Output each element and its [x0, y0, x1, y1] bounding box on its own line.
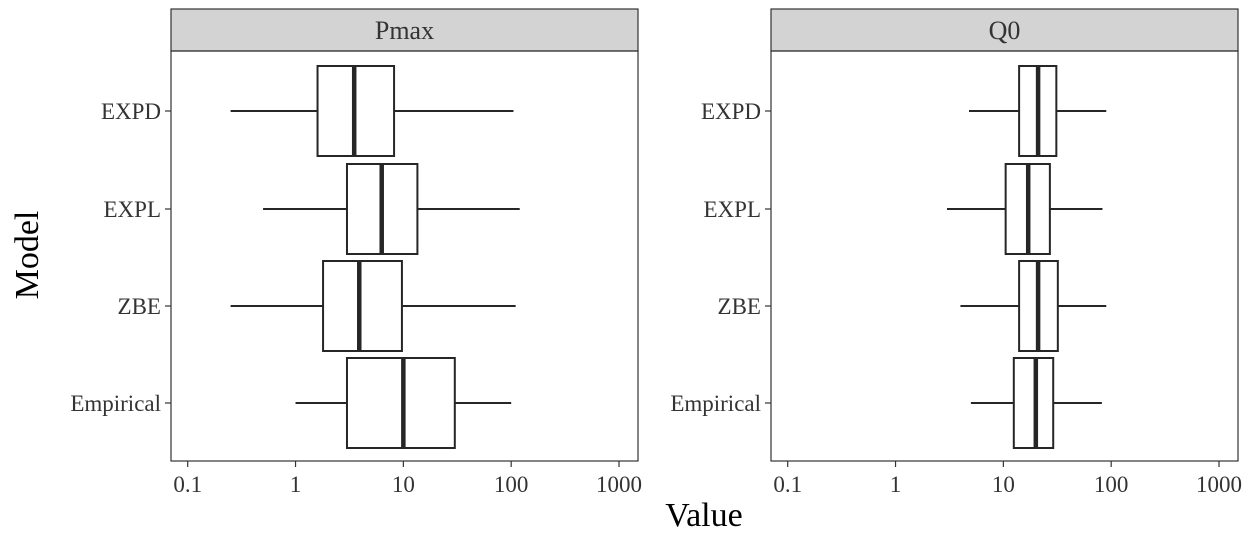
panel-border: [770, 50, 1239, 462]
panel-q0: Q0 0.1 1 10 100 1000 EXPD EXPL ZBE Empirical: [670, 8, 1242, 497]
box-iqr: [345, 357, 456, 449]
y-tick-label: Empirical: [670, 391, 761, 416]
box-iqr: [322, 260, 403, 352]
x-tick-label: 1: [290, 472, 302, 497]
panel-title: Q0: [989, 16, 1021, 45]
box-expd: [968, 65, 1107, 157]
box-expl: [263, 163, 520, 255]
box-empirical: [970, 357, 1102, 449]
x-tick-label: 1000: [1196, 472, 1242, 497]
y-axis-title: Model: [9, 211, 46, 300]
x-tick-label: 100: [1094, 472, 1129, 497]
x-axis-title: Value: [665, 497, 742, 534]
x-tick-label: 0.1: [173, 472, 202, 497]
box-expl: [946, 163, 1103, 255]
y-tick-label: ZBE: [718, 294, 761, 319]
x-tick-label: 10: [392, 472, 415, 497]
x-tick-label: 1000: [596, 472, 642, 497]
x-tick-label: 10: [992, 472, 1015, 497]
panel-border: [170, 50, 639, 462]
y-tick-label: Empirical: [70, 391, 161, 416]
box-expd: [230, 65, 514, 157]
y-tick-label: EXPD: [701, 99, 761, 124]
x-tick-label: 0.1: [773, 472, 802, 497]
box-zbe: [960, 260, 1107, 352]
x-tick-label: 1: [890, 472, 902, 497]
box-empirical: [295, 357, 512, 449]
y-tick-label: EXPD: [101, 99, 161, 124]
panel-pmax: Pmax 0.1 1 10 100 1000 EXPD EXPL ZBE Empirical: [70, 8, 642, 497]
box-iqr: [1012, 357, 1055, 449]
y-tick-label: EXPL: [704, 197, 762, 222]
panel-title: Pmax: [375, 16, 434, 45]
y-tick-label: EXPL: [104, 197, 162, 222]
box-zbe: [230, 260, 516, 352]
panel-strip: [770, 8, 1239, 52]
panel-strip: [170, 8, 639, 52]
y-tick-label: ZBE: [118, 294, 161, 319]
x-tick-label: 100: [494, 472, 529, 497]
